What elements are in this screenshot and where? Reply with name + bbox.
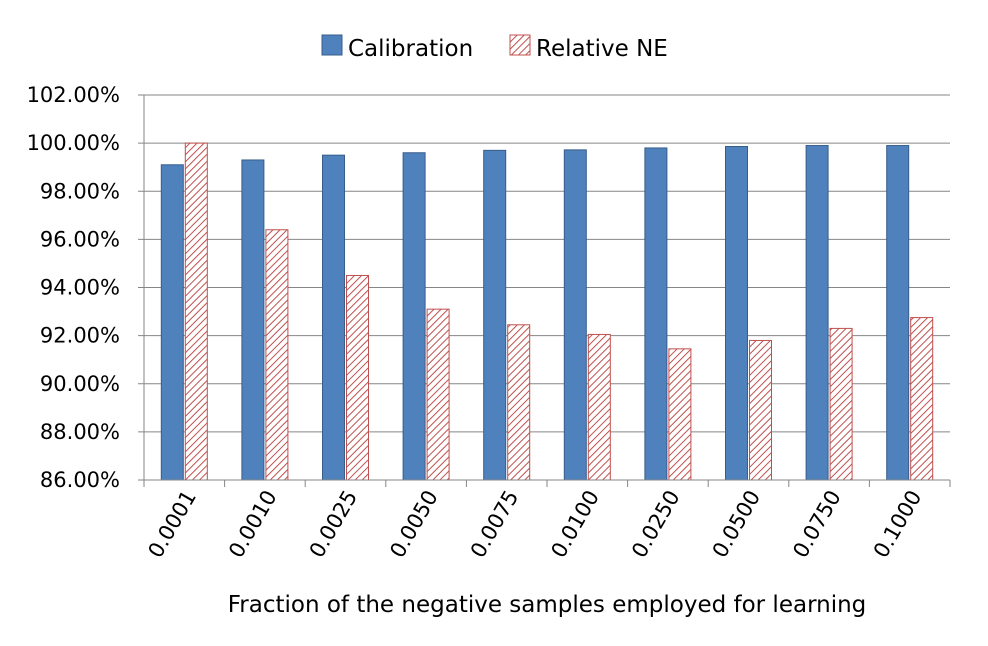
gridlines [144,94,950,433]
x-tick-label: 0.0750 [788,486,846,562]
bar-relative-ne [346,274,369,481]
bar-relative-ne [184,142,208,481]
bar-calibration [241,159,265,481]
y-tick-label: 98.00% [40,179,120,203]
bar-relative-ne [668,348,692,481]
y-tick-label: 90.00% [40,372,120,396]
y-tick-label: 100.00% [27,131,120,155]
legend-label-relative-ne: Relative NE [536,36,668,62]
bar-relative-ne [910,317,934,481]
axes [138,94,951,487]
x-tick-label: 0.0050 [385,486,443,562]
bar-relative-ne [265,229,289,481]
bar-calibration [402,152,426,481]
y-tick-label: 102.00% [27,83,120,107]
x-tick-label: 0.1000 [869,486,927,562]
bar-relative-ne [507,324,531,481]
bar-relative-ne [426,308,450,481]
legend-label-calibration: Calibration [348,36,473,62]
x-tick-label: 0.0500 [708,486,766,562]
bar-calibration [725,145,748,481]
y-tick-label: 96.00% [40,227,120,251]
bar-calibration [160,164,184,481]
legend-swatch-relative-ne [509,34,531,56]
y-axis-tick-labels: 86.00% 88.00% 90.00% 92.00% 94.00% 96.00% 98.0… [27,83,120,492]
x-axis-title: Fraction of the negative samples employe… [228,592,867,618]
x-axis-tick-labels: 0.0001 0.0010 0.0025 0.0050 0.0075 0.0100 0.02… [143,486,926,562]
x-tick-label: 0.0001 [143,486,201,562]
bar-calibration [805,145,829,481]
bar-relative-ne [749,339,772,481]
x-tick-label: 0.0250 [627,486,685,562]
bar-relative-ne [587,333,611,481]
bars [160,142,934,481]
x-tick-label: 0.0010 [224,486,282,562]
bar-calibration [563,149,587,481]
y-tick-label: 86.00% [40,468,120,492]
y-tick-label: 92.00% [40,324,120,348]
x-tick-label: 0.0100 [546,486,604,562]
y-tick-label: 94.00% [40,276,120,300]
legend: Calibration Relative NE [321,34,668,62]
bar-calibration [886,145,910,481]
bar-calibration [644,147,668,481]
bar-calibration [483,149,507,481]
x-tick-label: 0.0025 [305,486,363,562]
x-tick-label: 0.0075 [466,486,524,562]
y-tick-label: 88.00% [40,420,120,444]
legend-swatch-calibration [321,34,343,56]
bar-relative-ne [829,327,853,481]
bar-calibration [322,154,345,481]
